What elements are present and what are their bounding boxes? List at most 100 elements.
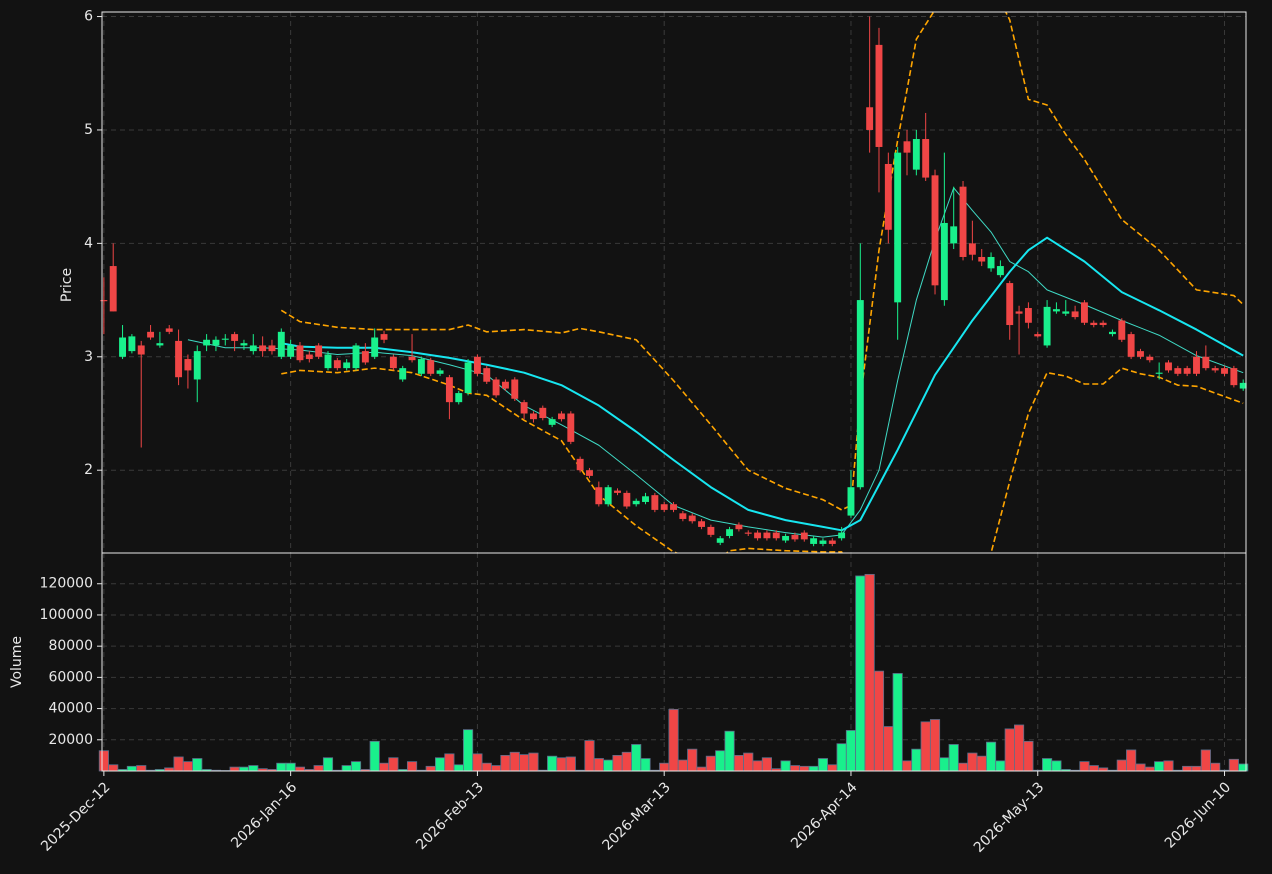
volume-bar: [985, 741, 997, 772]
volume-bar: [519, 754, 530, 772]
volume-tick-label: 120000: [40, 576, 93, 592]
candle-body: [119, 337, 127, 357]
candle-body: [800, 532, 808, 540]
volume-bar: [864, 573, 875, 772]
x-tick-label: 2026-Apr-14: [788, 779, 861, 852]
volume-bar: [612, 754, 623, 772]
candle-body: [595, 487, 603, 505]
candle-body: [903, 141, 911, 153]
volume-bar: [808, 765, 819, 772]
candle-body: [604, 487, 612, 505]
candle-body: [147, 331, 155, 338]
candle-body: [501, 381, 509, 389]
volume-bar: [911, 748, 922, 772]
candle-body: [567, 413, 575, 442]
volume-bar: [1088, 765, 1099, 772]
candle-body: [389, 356, 397, 369]
volume-bar: [1116, 759, 1127, 772]
y-tick-label: 3: [84, 349, 93, 365]
candle-body: [277, 331, 285, 357]
x-tick-label: 2026-Feb-13: [413, 779, 487, 853]
volume-bar: [584, 740, 595, 772]
volume-bar: [565, 756, 576, 772]
volume-bar: [313, 765, 324, 772]
candle-body: [679, 513, 687, 519]
candle-body: [651, 495, 659, 510]
candle-body: [1109, 331, 1116, 335]
volume-bar: [248, 765, 259, 772]
candle-body: [473, 356, 481, 374]
volume-tick-label: 60000: [48, 669, 93, 685]
volume-bar: [350, 761, 362, 772]
volume-bar: [976, 755, 987, 772]
volume-bar: [1154, 761, 1165, 772]
volume-bar: [238, 766, 250, 772]
candle-body: [193, 351, 201, 380]
band-line: [280, 12, 1244, 511]
candle-body: [931, 175, 939, 286]
volume-bar: [491, 765, 502, 772]
candle-body: [716, 538, 724, 543]
candle-body: [343, 362, 351, 369]
volume-bar: [705, 755, 716, 772]
volume-bar: [453, 764, 464, 772]
candle-body: [483, 368, 491, 382]
candle-body: [670, 504, 677, 510]
candle-body: [754, 532, 762, 539]
volume-axis-label: Volume: [9, 636, 25, 688]
candle-body: [791, 534, 799, 540]
volume-bar: [406, 761, 418, 772]
y-tick-label: 4: [84, 235, 93, 251]
volume-bar: [845, 730, 857, 772]
volume-bar: [855, 575, 866, 772]
volume-bar: [472, 753, 483, 772]
volume-bar: [659, 762, 670, 772]
candle-body: [464, 362, 472, 394]
candle-body: [950, 226, 958, 244]
candle-body: [968, 243, 976, 255]
candle-body: [1127, 334, 1135, 357]
volume-bar: [182, 761, 193, 772]
volume-bar: [98, 750, 109, 772]
candle-body: [1090, 322, 1098, 326]
price-axis-label: Price: [59, 268, 75, 302]
candle-body: [838, 532, 846, 539]
volume-bar: [294, 766, 306, 772]
candle-body: [445, 377, 453, 403]
candle-body: [1146, 356, 1154, 361]
x-tick-label: 2025-Dec-12: [38, 779, 113, 854]
volume-frame: [101, 552, 1247, 772]
candle-body: [324, 354, 332, 369]
volume-bar: [322, 757, 334, 772]
y-tick-label: 6: [84, 9, 93, 25]
volume-bar: [827, 764, 838, 772]
candle-body: [436, 370, 444, 374]
candle-body: [175, 340, 183, 378]
candle-body: [305, 354, 313, 360]
candle-body: [399, 368, 407, 380]
volume-tick-label: 100000: [40, 607, 93, 623]
volume-bar: [995, 760, 1006, 772]
volume-bar: [817, 758, 829, 772]
volume-bar: [957, 762, 969, 772]
volume-bar: [752, 760, 763, 772]
candle-body: [427, 360, 435, 374]
volume-bar: [593, 758, 604, 772]
candle-body: [847, 487, 855, 516]
volume-bar: [677, 759, 688, 772]
volume-bar: [901, 760, 913, 772]
candle-body: [137, 345, 145, 355]
candle-body: [221, 338, 229, 340]
average-line: [187, 187, 1244, 538]
volume-bar: [780, 760, 791, 772]
candle-body: [1006, 283, 1014, 326]
candle-body: [856, 300, 864, 488]
candle-body: [1024, 308, 1032, 323]
candle-body: [1202, 356, 1210, 369]
candle-body: [912, 139, 920, 170]
volume-bar: [1144, 766, 1155, 772]
indicator-lines: [187, 12, 1244, 553]
candle-body: [996, 266, 1004, 276]
candle-body: [361, 351, 369, 363]
